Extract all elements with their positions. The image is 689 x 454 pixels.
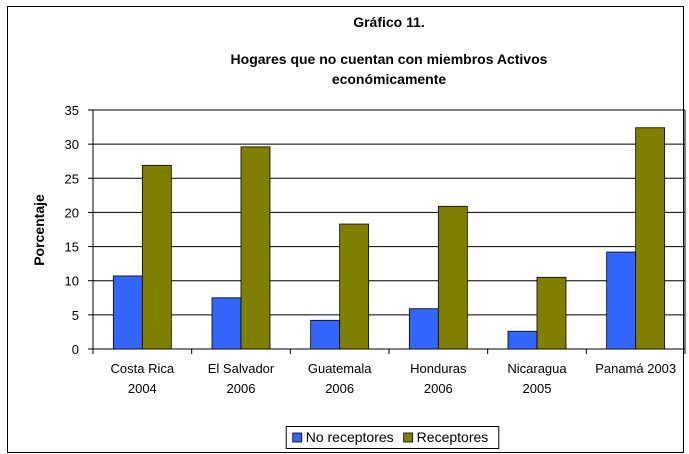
bar bbox=[606, 251, 637, 350]
bar bbox=[437, 205, 468, 350]
y-tick-label: 15 bbox=[65, 240, 79, 255]
y-tick-label: 5 bbox=[72, 308, 79, 323]
x-tick-label: Costa Rica 2004 bbox=[111, 361, 175, 396]
chart-subtitle: Hogares que no cuentan con miembros Acti… bbox=[231, 51, 548, 87]
bar bbox=[112, 275, 143, 350]
bar bbox=[211, 297, 242, 350]
x-tick-label: Panamá 2003 bbox=[595, 361, 676, 376]
legend-swatch bbox=[403, 432, 414, 443]
chart-title: Gráfico 11. bbox=[353, 14, 425, 30]
bar bbox=[507, 330, 538, 350]
bar bbox=[240, 146, 271, 350]
bar bbox=[310, 319, 341, 350]
y-tick-label: 30 bbox=[65, 137, 79, 152]
x-tick-label: Nicaragua 2005 bbox=[507, 361, 567, 396]
y-tick-label: 25 bbox=[65, 171, 79, 186]
bar bbox=[536, 276, 567, 350]
bar bbox=[141, 164, 172, 350]
legend-box bbox=[285, 426, 500, 449]
bar bbox=[339, 223, 370, 350]
x-tick-label: Guatemala 2006 bbox=[308, 361, 372, 396]
legend-label: No receptores bbox=[306, 429, 394, 445]
bar bbox=[408, 308, 439, 350]
legend-swatch bbox=[292, 432, 303, 443]
legend-label: Receptores bbox=[417, 429, 489, 445]
x-tick-label: El Salvador 2006 bbox=[208, 361, 275, 396]
bar bbox=[635, 127, 666, 350]
y-axis-label: Porcentaje bbox=[31, 194, 47, 266]
x-tick-label: Honduras 2006 bbox=[410, 361, 467, 396]
y-tick-label: 35 bbox=[65, 103, 79, 118]
y-tick-label: 10 bbox=[65, 274, 79, 289]
y-tick-label: 0 bbox=[72, 342, 79, 357]
y-tick-label: 20 bbox=[65, 205, 79, 220]
